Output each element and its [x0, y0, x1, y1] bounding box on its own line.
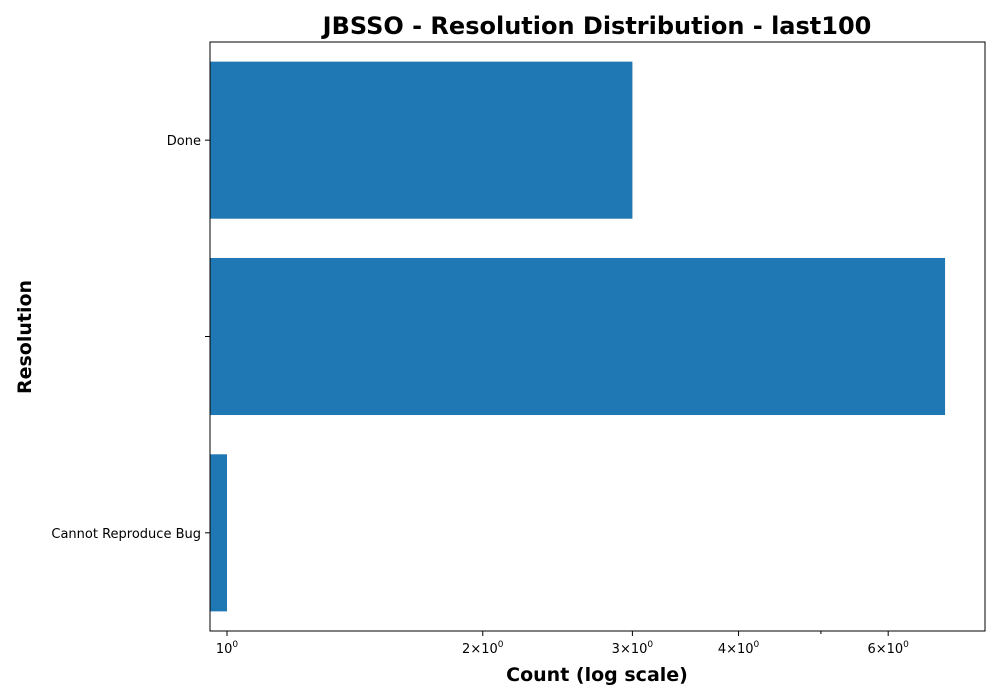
x-tick-label: 100 — [216, 640, 239, 657]
bars-group — [210, 61, 946, 612]
y-tick-label: Cannot Reproduce Bug — [51, 527, 201, 542]
x-tick-label: 3×100 — [612, 640, 654, 657]
y-tick-label: Done — [167, 134, 201, 149]
plot-frame — [209, 41, 986, 632]
x-axis: 100 2×100 3×100 4×100 6×100 — [216, 631, 909, 657]
x-axis-title: Count (log scale) — [506, 664, 688, 686]
x-tick-label: 6×100 — [867, 640, 909, 657]
bar — [210, 454, 227, 612]
y-axis: Done Cannot Reproduce Bug — [51, 134, 210, 542]
x-tick-label: 2×100 — [462, 640, 504, 657]
chart-title: JBSSO - Resolution Distribution - last10… — [321, 12, 872, 40]
bar — [210, 257, 946, 416]
bar — [210, 61, 633, 219]
x-tick-label: 4×100 — [718, 640, 760, 657]
y-axis-title: Resolution — [14, 280, 36, 394]
